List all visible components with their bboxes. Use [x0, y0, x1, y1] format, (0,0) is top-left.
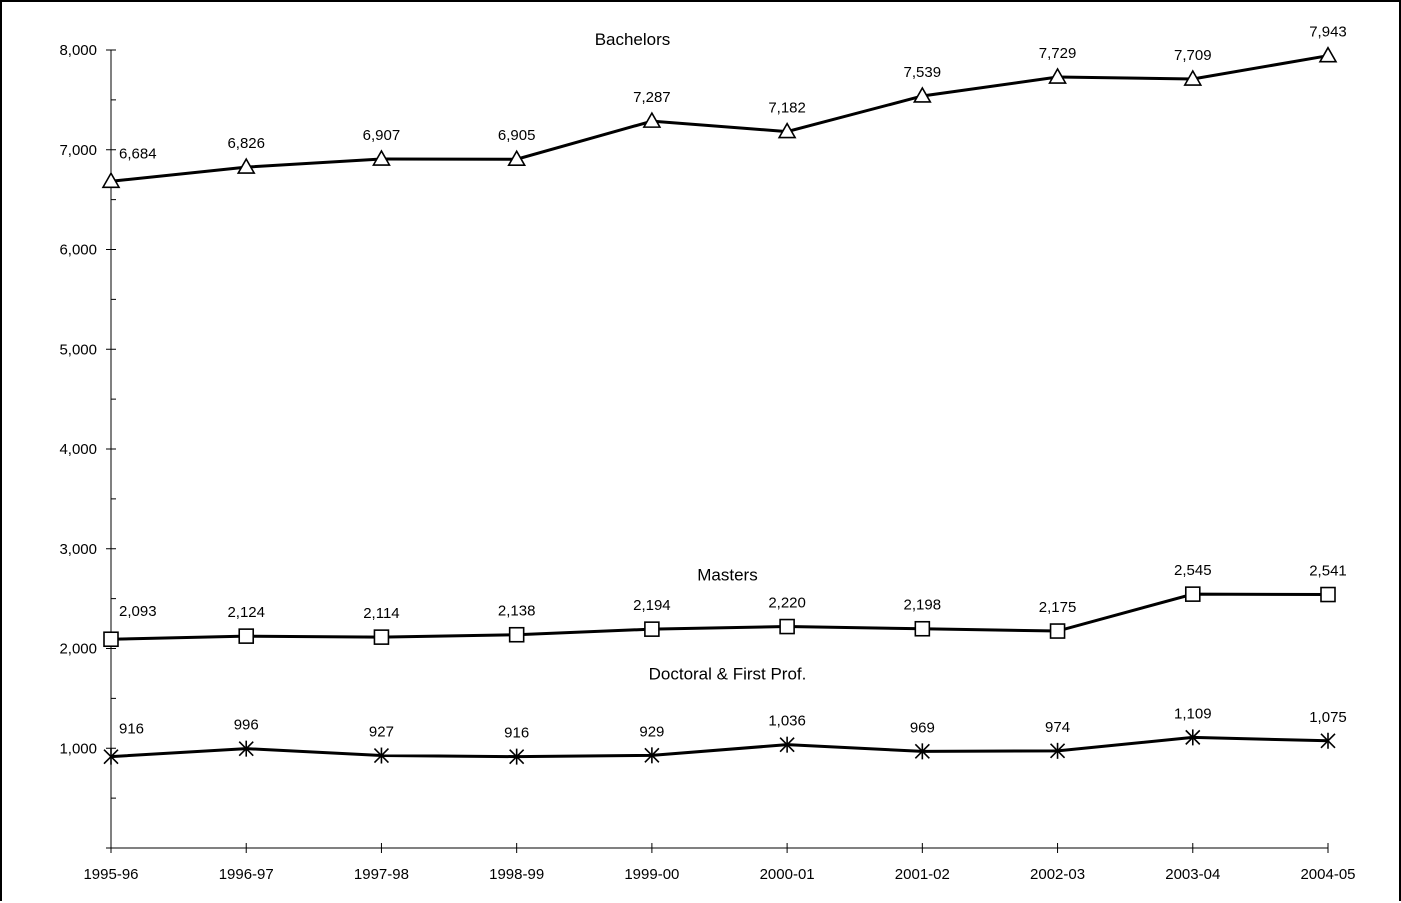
masters-point	[238, 628, 255, 644]
masters-point	[1320, 586, 1336, 603]
bachelors-point	[1318, 46, 1338, 63]
doctoral-first-prof-data-label: 916	[504, 725, 529, 742]
bachelors-point	[912, 86, 932, 103]
y-tick-label: 3,000	[59, 541, 97, 558]
y-tick-label: 7,000	[59, 142, 97, 159]
masters-data-label: 2,175	[1039, 599, 1077, 616]
bachelors-data-label: 7,729	[1039, 45, 1077, 62]
x-tick-label: 1996-97	[219, 866, 274, 883]
y-tick-label: 4,000	[59, 441, 97, 458]
bachelors-point	[507, 149, 527, 167]
bachelors-data-label: 6,826	[227, 135, 265, 152]
masters-data-label: 2,198	[904, 597, 942, 614]
masters-point	[1049, 623, 1066, 639]
bachelors-data-label: 7,539	[904, 64, 942, 81]
bachelors-series-title: Bachelors	[595, 30, 671, 49]
y-tick-label: 6,000	[59, 242, 97, 259]
bachelors-data-label: 6,905	[498, 127, 536, 144]
bachelors-point	[101, 171, 121, 189]
masters-point	[644, 621, 660, 637]
series-titles: Bachelors Masters Doctoral & First Prof.	[595, 30, 807, 684]
masters-data-label: 2,194	[633, 597, 671, 614]
bachelors-point	[1048, 67, 1067, 84]
doctoral-first-prof-data-label: 1,075	[1309, 709, 1347, 726]
masters-data-label: 2,138	[498, 603, 536, 620]
doctoral-first-prof-point	[1185, 729, 1201, 746]
doctoral-first-prof-line	[110, 735, 1329, 759]
bachelors-point	[777, 121, 797, 139]
bachelors-data-label: 7,182	[768, 100, 806, 117]
masters-data-label: 2,541	[1309, 563, 1347, 580]
y-tick-label: 1,000	[59, 740, 97, 757]
bachelors-data-label: 7,709	[1174, 47, 1212, 64]
masters-data-label: 2,114	[363, 605, 399, 622]
series-group	[101, 46, 1338, 765]
masters-point	[914, 620, 931, 637]
bachelors-point	[372, 149, 391, 166]
masters-data-label: 2,124	[227, 604, 265, 621]
masters-point	[103, 631, 119, 648]
masters-data-label: 2,220	[768, 595, 806, 612]
x-tick-label: 1998-99	[489, 866, 544, 883]
x-tick-label: 1999-00	[624, 866, 679, 883]
bachelors-data-label: 6,907	[363, 127, 401, 144]
doctoral-first-prof-data-label: 929	[639, 723, 664, 740]
doctoral-first-prof-data-label: 969	[910, 719, 935, 736]
x-tick-label: 2002-03	[1030, 866, 1085, 883]
bachelors-point	[236, 157, 256, 174]
bachelors-line	[110, 54, 1329, 183]
masters-point	[779, 618, 795, 635]
masters-point	[508, 626, 525, 643]
x-tick-label: 1995-96	[83, 866, 138, 883]
y-tick-label: 5,000	[59, 341, 97, 358]
bachelors-point	[1183, 69, 1203, 86]
doctoral-first-prof-point	[103, 748, 119, 765]
data-labels: 6,684 6,826 6,907 6,905 7,287 7,182 7,539 7,729…	[119, 24, 1347, 742]
bachelors-data-label: 7,943	[1309, 24, 1347, 41]
bachelors-data-label: 6,684	[119, 145, 157, 162]
doctoral-first-prof-data-label: 1,036	[768, 713, 806, 730]
x-tick-label: 1997-98	[354, 866, 409, 883]
doctoral-first-prof-point	[509, 748, 525, 765]
x-tick-label: 2003-04	[1165, 866, 1220, 883]
x-tick-label: 2000-01	[760, 866, 815, 883]
bachelors-data-label: 7,287	[633, 89, 671, 106]
doctoral-first-prof-point	[1049, 742, 1066, 759]
doctoral-first-prof-point	[238, 740, 254, 757]
masters-point	[1184, 586, 1201, 602]
doctoral-first-prof-series-title: Doctoral & First Prof.	[649, 665, 807, 684]
masters-series-title: Masters	[697, 566, 757, 585]
doctoral-first-prof-point	[914, 743, 930, 760]
masters-data-label: 2,545	[1174, 562, 1212, 579]
doctoral-first-prof-point	[779, 736, 795, 753]
masters-data-label: 2,093	[119, 603, 157, 620]
doctoral-first-prof-point	[644, 747, 660, 764]
doctoral-first-prof-point	[1320, 732, 1336, 749]
doctoral-first-prof-data-label: 1,109	[1174, 705, 1212, 722]
doctoral-first-prof-data-label: 916	[119, 721, 144, 738]
doctoral-first-prof-point	[373, 747, 390, 764]
masters-line	[110, 592, 1329, 641]
y-tick-labels: 1,000 2,000 3,000 4,000 5,000 6,000 7,000 8,000	[59, 42, 97, 757]
x-tick-label: 2004-05	[1300, 866, 1355, 883]
masters-point	[373, 629, 390, 645]
bachelors-point	[642, 111, 662, 128]
y-tick-label: 2,000	[59, 641, 97, 658]
axes	[106, 49, 1329, 853]
x-tick-labels: 1995-96 1996-97 1997-98 1998-99 1999-00 2000-…	[83, 866, 1355, 883]
doctoral-first-prof-data-label: 974	[1045, 719, 1070, 736]
x-tick-label: 2001-02	[895, 866, 950, 883]
doctoral-first-prof-data-label: 927	[369, 724, 394, 741]
doctoral-first-prof-data-label: 996	[234, 717, 259, 734]
y-tick-label: 8,000	[59, 42, 97, 59]
